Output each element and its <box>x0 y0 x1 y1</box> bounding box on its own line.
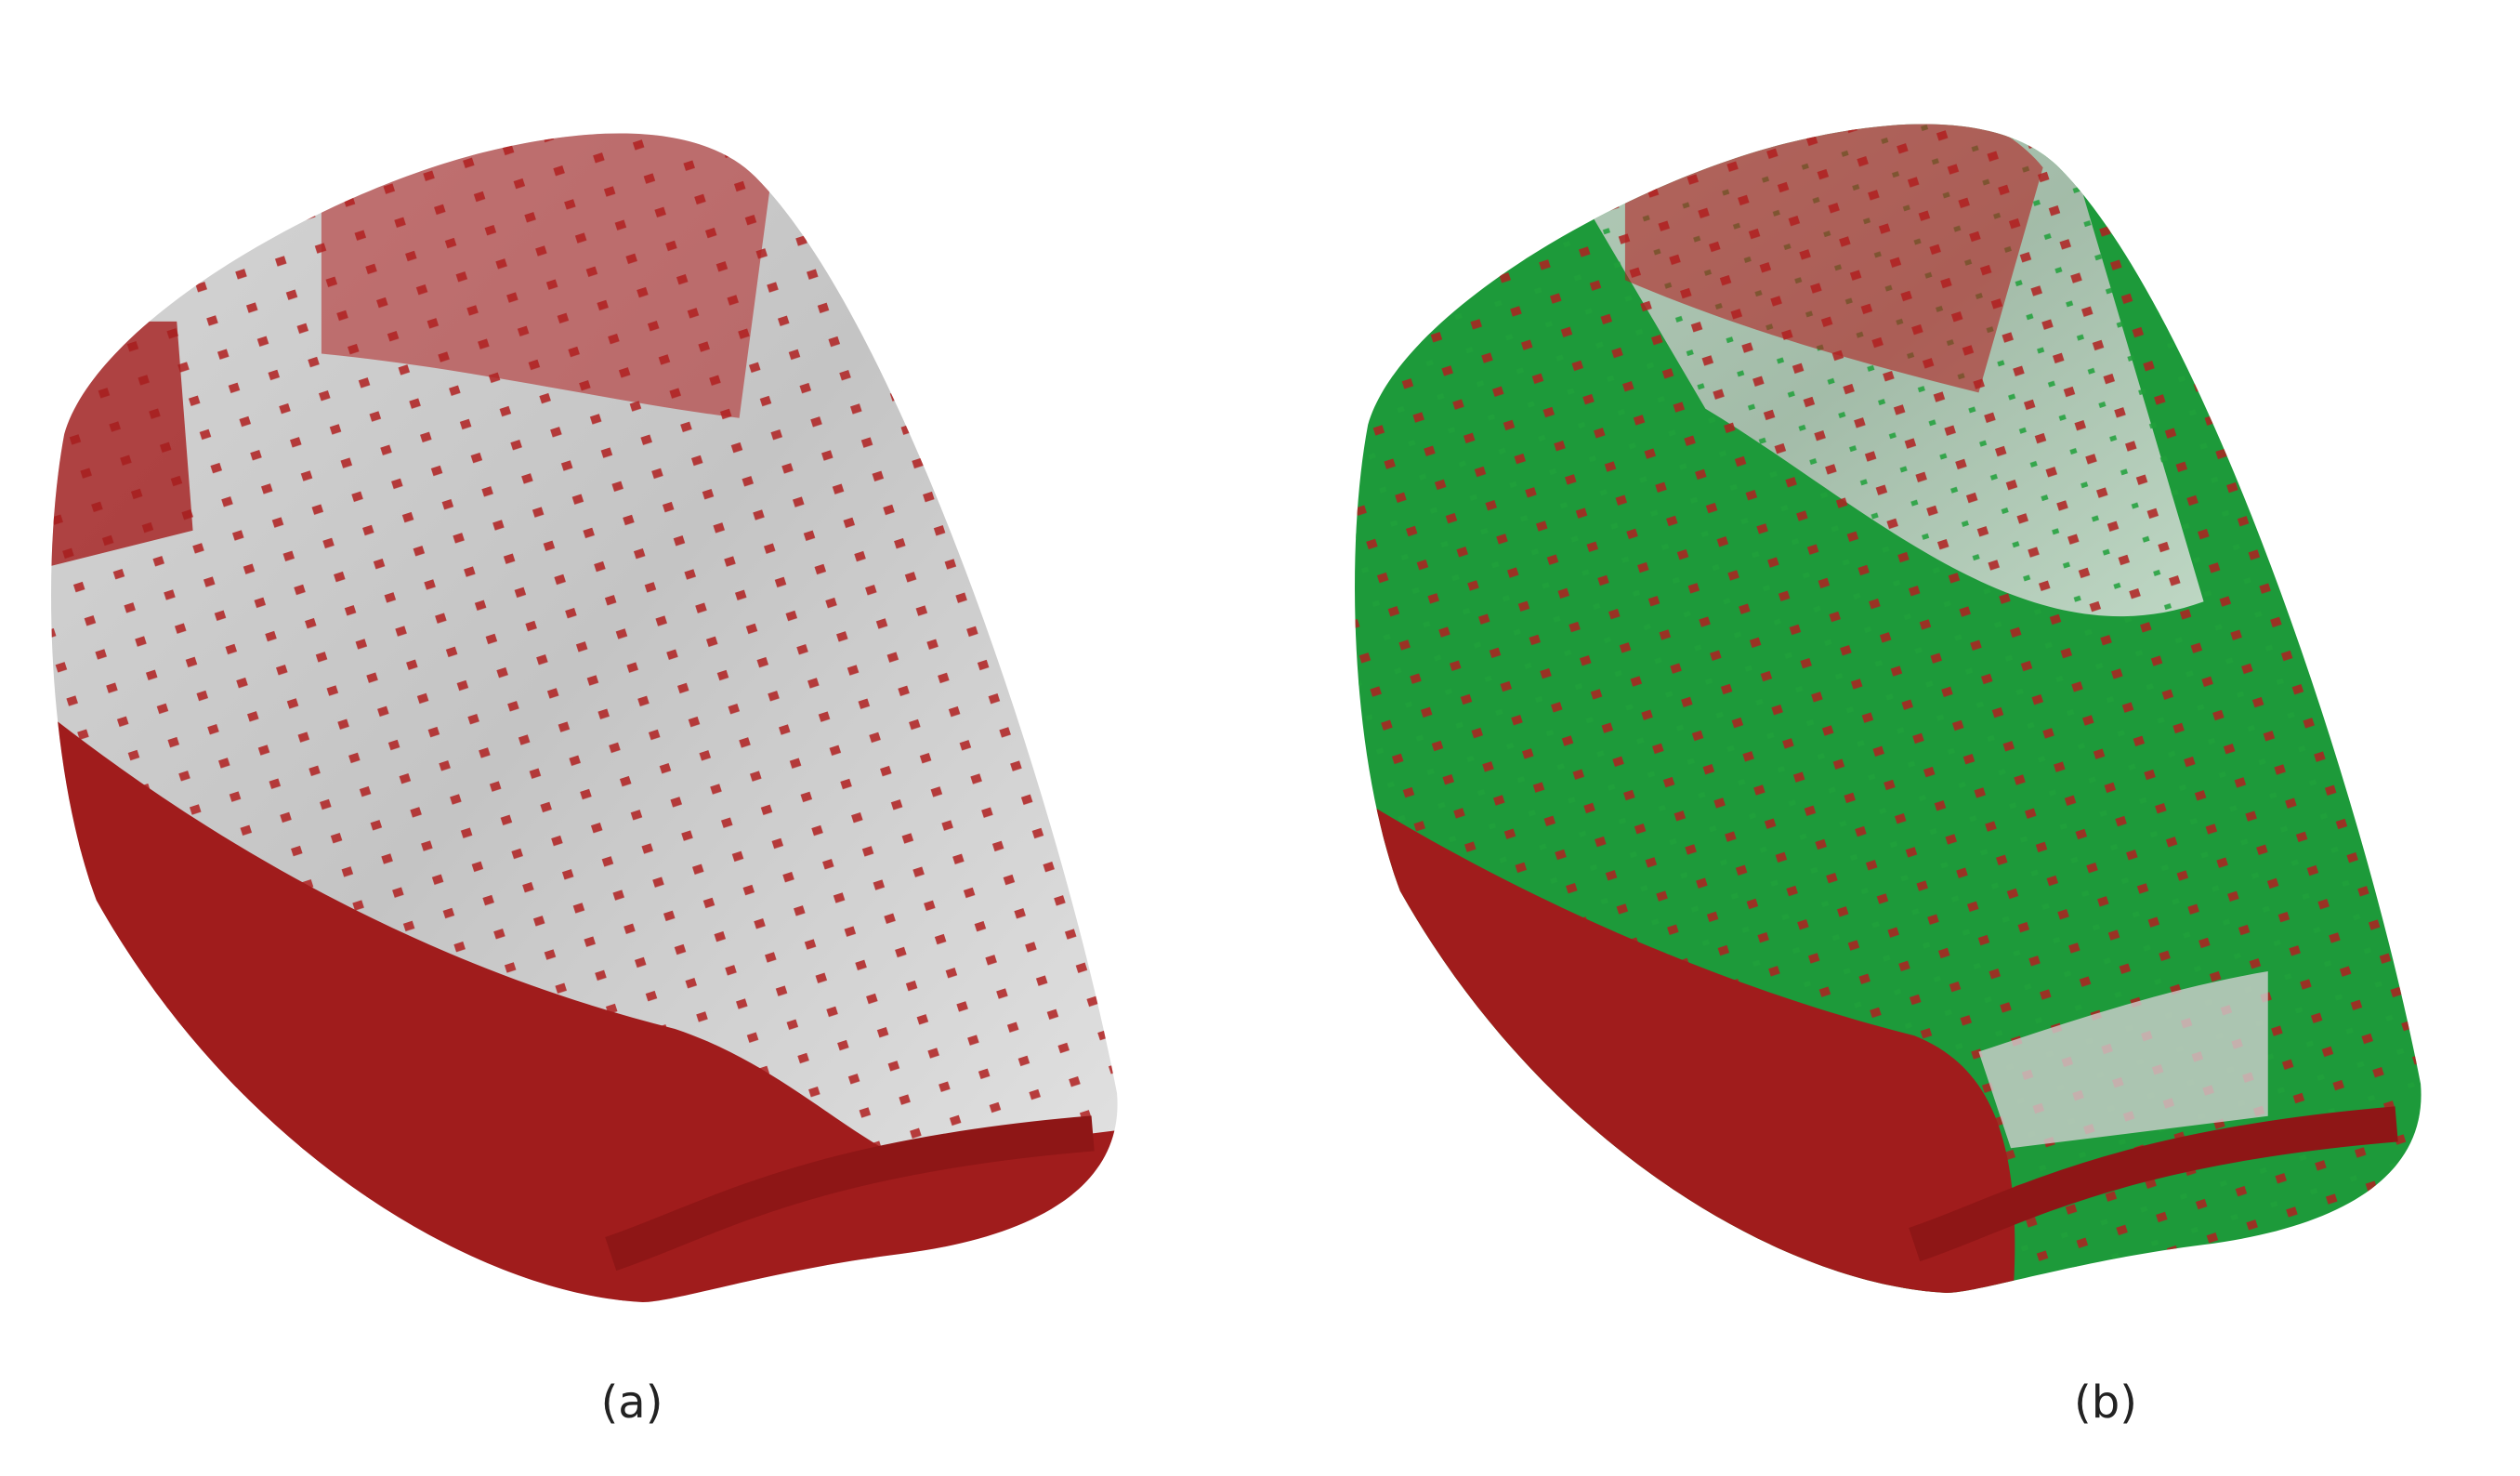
shoe-b <box>1355 124 2422 1293</box>
shoe-a <box>51 133 1118 1302</box>
panel-label: (a) <box>601 1377 663 1429</box>
panel-label: (b) <box>2074 1377 2137 1429</box>
